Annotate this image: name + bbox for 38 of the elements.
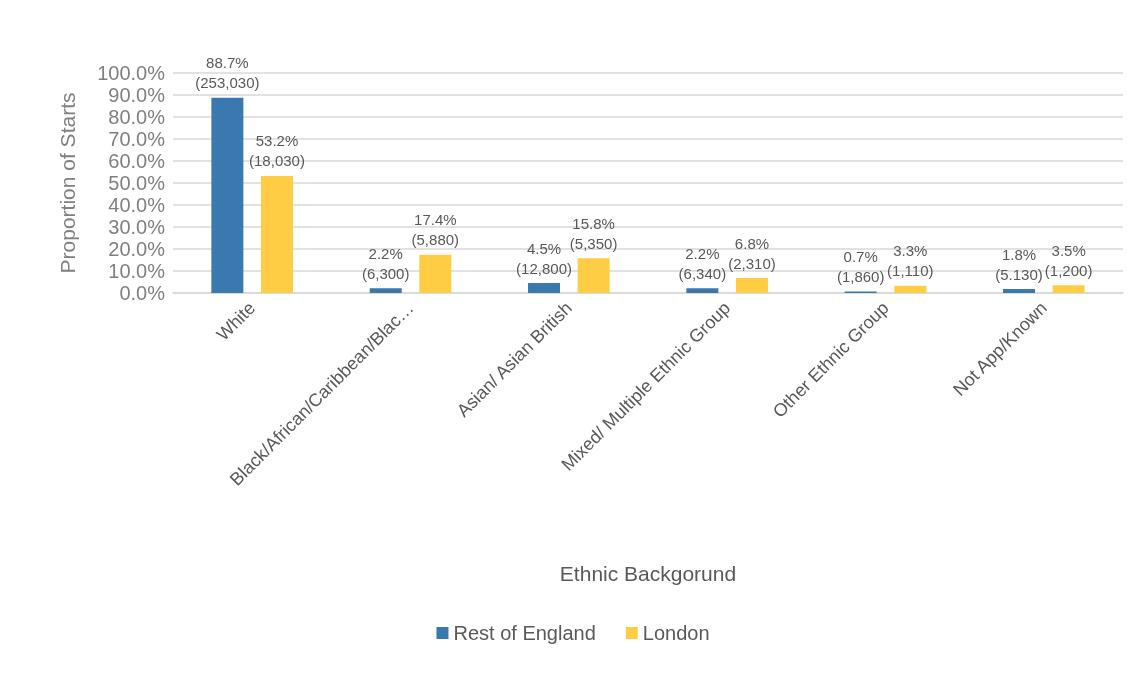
- y-tick-label: 60.0%: [108, 150, 166, 172]
- y-tick-label: 30.0%: [108, 216, 166, 238]
- y-tick-label: 0.0%: [119, 282, 166, 304]
- y-axis-title: Proportion of Starts: [56, 92, 79, 274]
- data-label: 3.3% (1,110): [887, 242, 934, 280]
- data-label: 88.7% (253,030): [195, 54, 260, 92]
- bar: [419, 254, 452, 293]
- bar: [577, 258, 610, 293]
- bar: [735, 278, 768, 293]
- data-label: 2.2% (6,300): [361, 244, 410, 282]
- data-label: 17.4% (5,880): [411, 211, 460, 249]
- y-tick-label: 100.0%: [97, 62, 166, 84]
- data-label: 0.7% (1,860): [836, 247, 885, 285]
- y-tick-label: 80.0%: [108, 106, 166, 128]
- data-label: 15.8% (5,350): [569, 214, 618, 252]
- y-tick-label: 90.0%: [108, 84, 166, 106]
- y-tick-label: 20.0%: [108, 238, 166, 260]
- bar: [528, 283, 561, 293]
- data-label: 53.2% (18,030): [249, 132, 305, 170]
- data-label: 2.2% (6,340): [678, 244, 727, 282]
- legend-label: Rest of England: [453, 622, 596, 644]
- bar: [260, 175, 293, 293]
- bar: [369, 288, 402, 293]
- bar: [894, 285, 927, 293]
- data-label: 1.8% (5.130): [995, 245, 1043, 283]
- x-axis-title: Ethnic Backgorund: [559, 562, 737, 585]
- data-label: 4.5% (12,800): [516, 239, 572, 277]
- y-tick-label: 40.0%: [108, 194, 166, 216]
- data-label: 6.8% (2,310): [728, 234, 776, 272]
- y-tick-label: 70.0%: [108, 128, 166, 150]
- data-label: 3.5% (1,200): [1044, 241, 1093, 279]
- bar: [1052, 285, 1085, 293]
- bar: [686, 288, 719, 293]
- bar: [211, 97, 244, 293]
- y-tick-label: 50.0%: [108, 172, 166, 194]
- legend-label: London: [642, 622, 710, 644]
- bar: [1003, 289, 1036, 293]
- y-tick-label: 10.0%: [108, 260, 166, 282]
